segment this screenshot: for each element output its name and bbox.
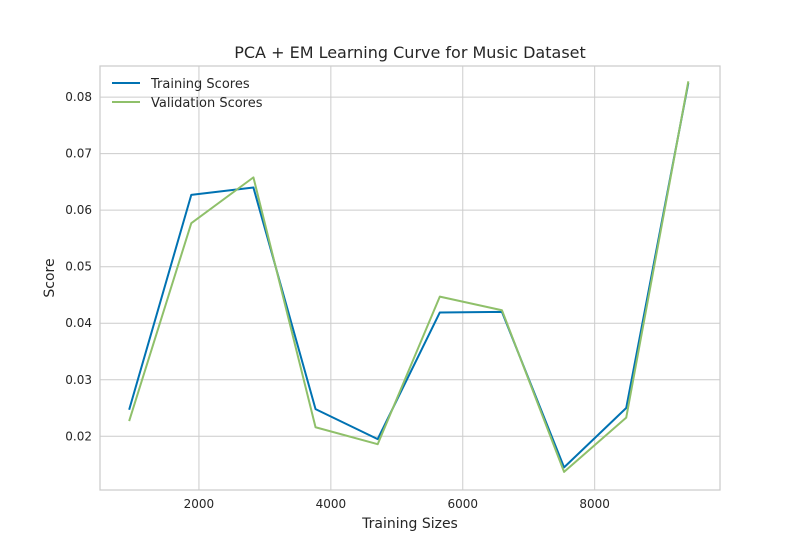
- y-tick-label: 0.03: [65, 373, 92, 387]
- legend: Training Scores Validation Scores: [112, 77, 263, 111]
- series-line-1: [128, 81, 690, 473]
- series-layer: [128, 81, 690, 473]
- x-tick-label: 6000: [447, 497, 478, 511]
- y-axis-label: Score: [42, 258, 58, 297]
- x-tick-label: 4000: [316, 497, 347, 511]
- x-tick-label: 2000: [184, 497, 215, 511]
- y-tick-label: 0.06: [65, 203, 92, 217]
- plot-frame: [99, 65, 721, 491]
- y-tick-label: 0.08: [65, 90, 92, 104]
- y-tick-label: 0.04: [65, 316, 92, 330]
- chart-title: PCA + EM Learning Curve for Music Datase…: [234, 43, 586, 62]
- legend-label-validation: Validation Scores: [151, 96, 263, 111]
- y-tick-label: 0.05: [65, 260, 92, 274]
- y-tick-label: 0.02: [65, 429, 92, 443]
- legend-label-training: Training Scores: [150, 77, 250, 92]
- grid-layer: [100, 66, 720, 490]
- x-tick-label: 8000: [579, 497, 610, 511]
- tick-layer: 2000 4000 6000 8000 0.02 0.03 0.04 0.05 0.06 0.07…: [65, 90, 610, 511]
- y-tick-label: 0.07: [65, 147, 92, 161]
- series-line-0: [128, 82, 690, 469]
- x-axis-label: Training Sizes: [361, 516, 458, 532]
